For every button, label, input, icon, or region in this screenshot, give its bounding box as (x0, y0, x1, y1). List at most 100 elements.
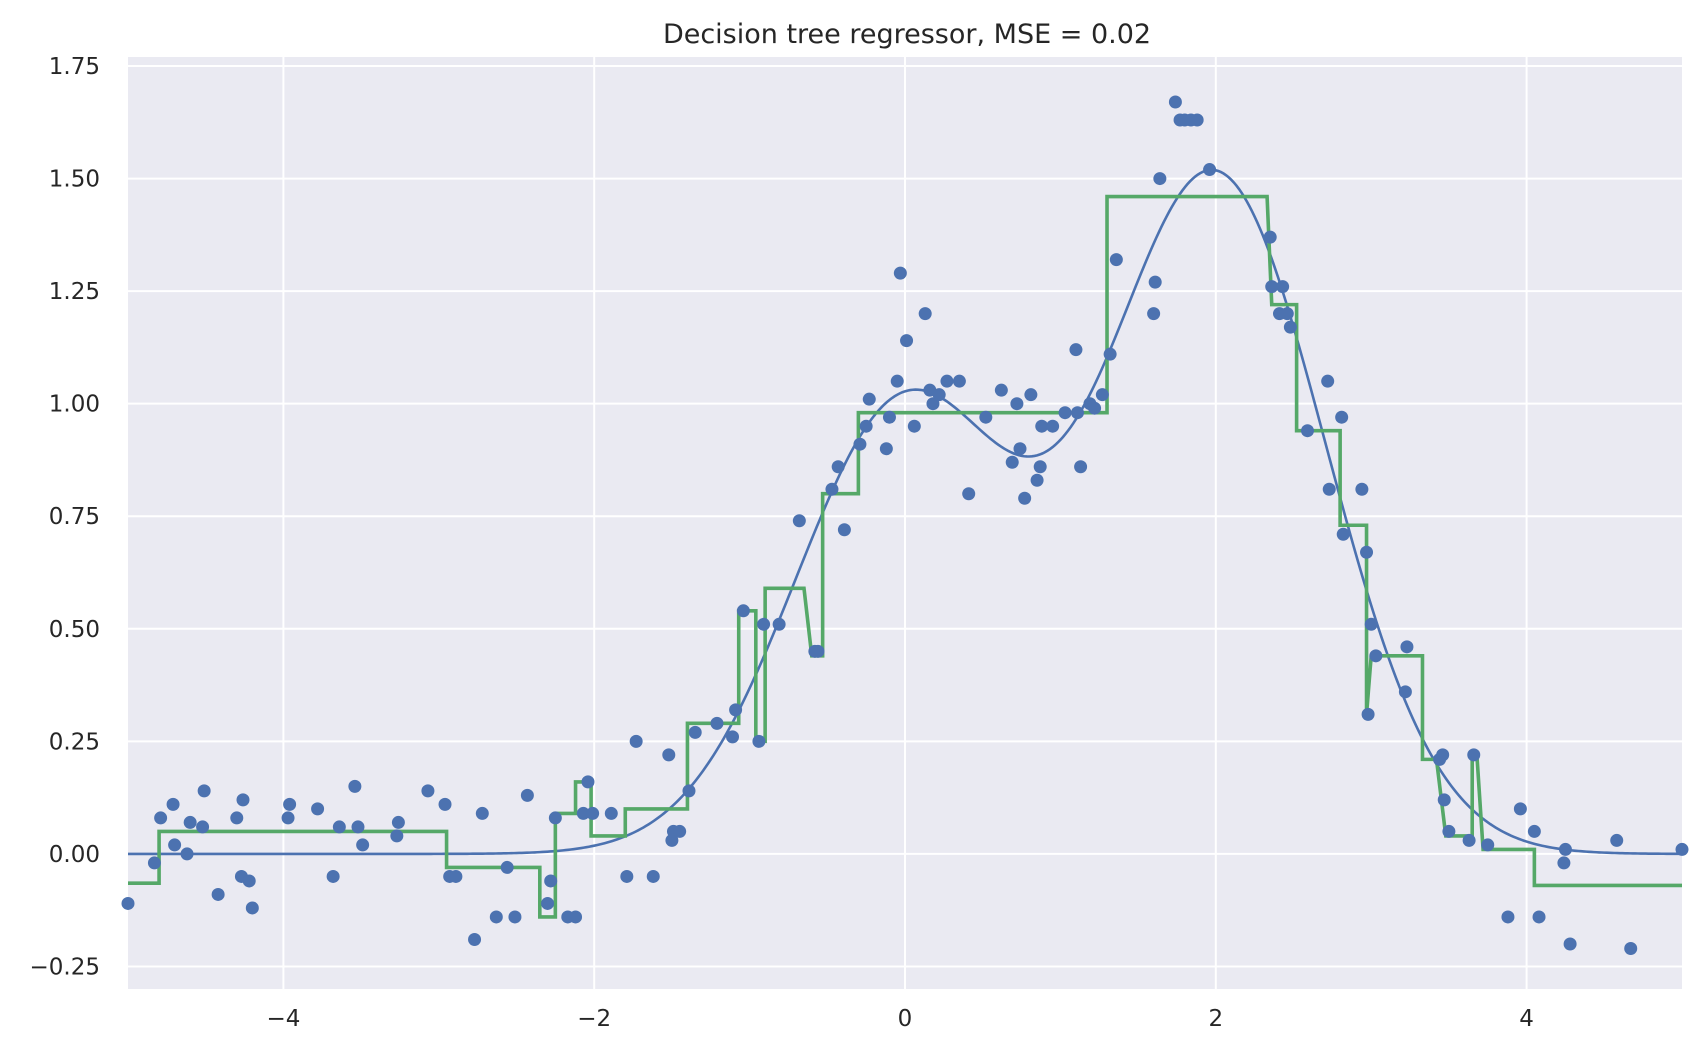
data-point (1030, 473, 1044, 487)
data-point (907, 419, 921, 433)
data-point (1527, 824, 1541, 838)
data-point (1513, 802, 1527, 816)
data-point (1467, 748, 1481, 762)
data-point (351, 820, 365, 834)
data-point (682, 784, 696, 798)
y-tick-label: 0.50 (49, 617, 100, 643)
data-point (211, 887, 225, 901)
data-point (1355, 482, 1369, 496)
data-point (940, 374, 954, 388)
data-point (1300, 424, 1314, 438)
data-point (147, 856, 161, 870)
data-point (1398, 685, 1412, 699)
data-point (900, 334, 914, 348)
data-point (646, 869, 660, 883)
y-tick-label: 1.00 (49, 392, 100, 418)
data-point (1103, 347, 1117, 361)
data-point (1360, 545, 1374, 559)
data-point (1074, 460, 1088, 474)
data-point (541, 896, 555, 910)
data-point (1109, 253, 1123, 267)
data-point (1168, 95, 1182, 109)
data-point (576, 806, 590, 820)
data-point (236, 793, 250, 807)
data-point (792, 514, 806, 528)
data-point (1018, 491, 1032, 505)
data-point (121, 896, 135, 910)
data-point (230, 811, 244, 825)
data-point (1280, 307, 1294, 321)
y-tick-label: 1.25 (49, 279, 100, 305)
data-point (825, 482, 839, 496)
data-point (1563, 937, 1577, 951)
data-point (629, 734, 643, 748)
y-tick-label: −0.25 (30, 954, 100, 980)
data-point (520, 788, 534, 802)
data-point (283, 797, 297, 811)
data-point (1013, 442, 1027, 456)
data-point (1203, 163, 1217, 177)
data-point (688, 725, 702, 739)
data-point (994, 383, 1008, 397)
data-point (859, 419, 873, 433)
data-point (1400, 640, 1414, 654)
data-point (1558, 842, 1572, 856)
data-point (979, 410, 993, 424)
data-point (1369, 649, 1383, 663)
data-point (757, 617, 771, 631)
data-point (1364, 617, 1378, 631)
y-tick-label: 0.00 (49, 842, 100, 868)
data-point (1557, 856, 1571, 870)
data-point (1005, 455, 1019, 469)
data-point (1610, 833, 1624, 847)
data-point (710, 716, 724, 730)
data-point (544, 874, 558, 888)
data-point (811, 644, 825, 658)
scatter-points (121, 95, 1689, 955)
data-point (882, 410, 896, 424)
data-point (853, 437, 867, 451)
data-point (1675, 842, 1689, 856)
data-point (1088, 401, 1102, 415)
data-point (1153, 172, 1167, 186)
data-point (1335, 410, 1349, 424)
y-tick-label: 1.50 (49, 167, 100, 193)
data-point (1322, 482, 1336, 496)
data-point (1624, 941, 1638, 955)
data-point (1436, 748, 1450, 762)
data-point (1024, 388, 1038, 402)
data-point (1321, 374, 1335, 388)
data-point (1070, 406, 1084, 420)
data-point (604, 806, 618, 820)
data-point (356, 838, 370, 852)
data-point (332, 820, 346, 834)
x-tick-label: −2 (577, 1006, 611, 1032)
data-point (1265, 280, 1279, 294)
data-point (1437, 793, 1451, 807)
data-point (438, 797, 452, 811)
x-tick-label: 2 (1208, 1006, 1223, 1032)
data-point (168, 838, 182, 852)
data-point (548, 811, 562, 825)
data-point (1481, 838, 1495, 852)
grid-lines (128, 57, 1682, 989)
data-point (1046, 419, 1060, 433)
y-tick-label: 0.75 (49, 504, 100, 530)
data-point (862, 392, 876, 406)
data-point (1147, 307, 1161, 321)
data-point (729, 703, 743, 717)
data-point (311, 802, 325, 816)
data-point (1263, 230, 1277, 244)
data-point (1361, 707, 1375, 721)
data-point (348, 779, 362, 793)
data-point (1058, 406, 1072, 420)
data-point (1501, 910, 1515, 924)
data-point (918, 307, 932, 321)
data-point (673, 824, 687, 838)
data-point (1033, 460, 1047, 474)
data-point (837, 523, 851, 537)
data-point (326, 869, 340, 883)
data-point (662, 748, 676, 762)
data-point (1532, 910, 1546, 924)
